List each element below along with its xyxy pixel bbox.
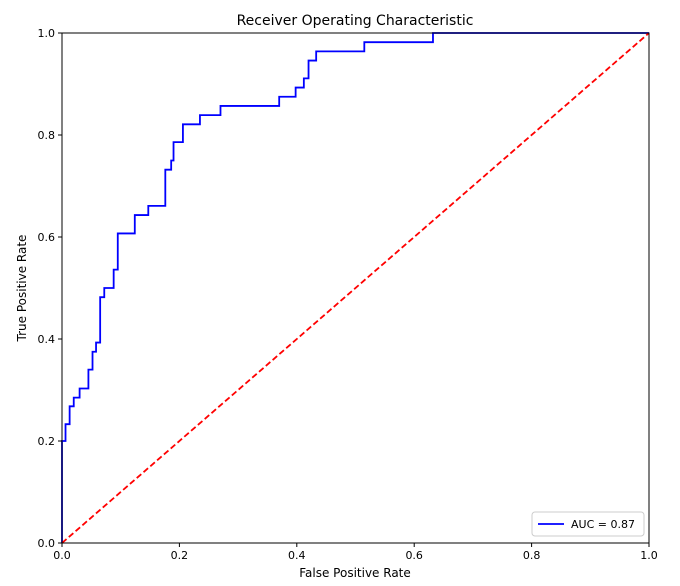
x-axis-ticks: 0.0 0.2 0.4 0.6 0.8 1.0	[53, 543, 658, 562]
legend-label: AUC = 0.87	[571, 518, 635, 531]
y-tick-label: 0.4	[38, 333, 56, 346]
y-tick-label: 1.0	[38, 27, 56, 40]
y-axis-label: True Positive Rate	[15, 235, 29, 343]
y-tick-label: 0.0	[38, 537, 56, 550]
y-tick-label: 0.8	[38, 129, 56, 142]
legend: AUC = 0.87	[531, 511, 645, 537]
plot-lines	[61, 32, 650, 544]
roc-curve-line	[61, 32, 649, 543]
x-tick-label: 0.6	[405, 549, 423, 562]
chance-diagonal-line	[61, 32, 650, 544]
x-tick-label: 0.4	[288, 549, 306, 562]
x-tick-label: 1.0	[640, 549, 658, 562]
legend-box	[531, 511, 645, 537]
x-tick-label: 0.8	[523, 549, 541, 562]
plot-frame	[61, 32, 650, 544]
y-tick-label: 0.6	[38, 231, 56, 244]
x-tick-label: 0.0	[53, 549, 71, 562]
x-axis-label: False Positive Rate	[299, 566, 411, 580]
y-tick-label: 0.2	[38, 435, 56, 448]
y-axis-ticks: 0.0 0.2 0.4 0.6 0.8 1.0	[38, 27, 62, 550]
chart-title: Receiver Operating Characteristic	[237, 13, 474, 29]
x-tick-label: 0.2	[171, 549, 189, 562]
